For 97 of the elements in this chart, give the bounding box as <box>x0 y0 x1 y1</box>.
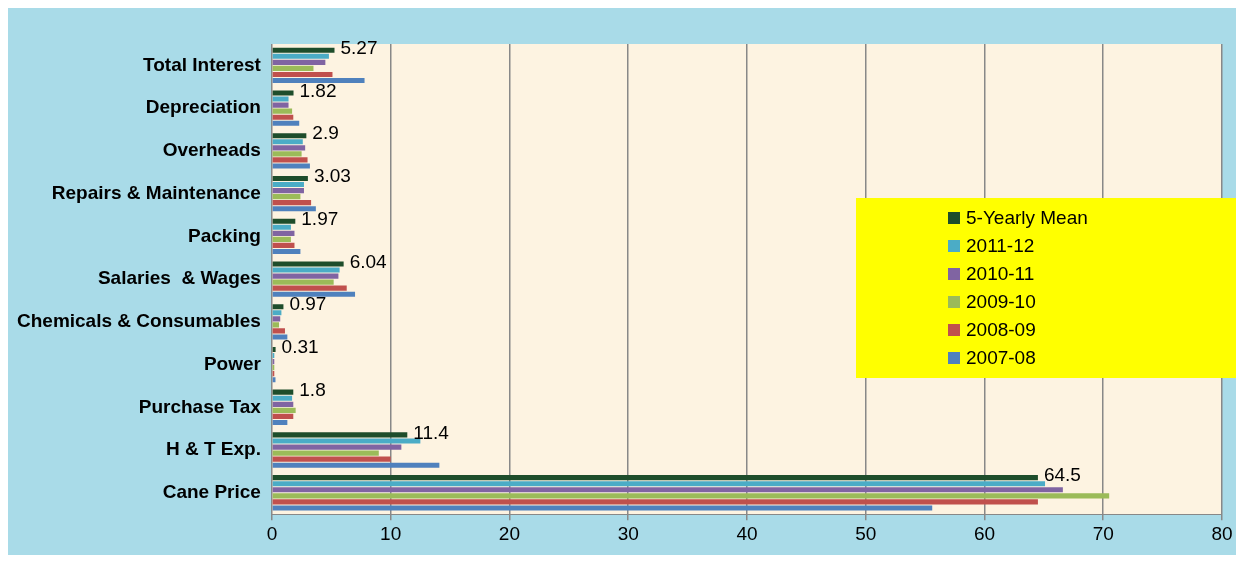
bar <box>272 395 293 401</box>
bar <box>272 505 933 511</box>
bar <box>272 47 335 53</box>
bar <box>272 334 288 340</box>
bar <box>272 487 1063 493</box>
bar <box>272 285 347 291</box>
bar <box>272 493 1110 499</box>
bar <box>272 139 303 145</box>
bar <box>272 279 334 285</box>
bar <box>272 475 1038 481</box>
bar <box>272 242 295 249</box>
bar <box>272 273 339 279</box>
data-label: 1.82 <box>299 79 337 101</box>
y-tick-label: Packing <box>188 224 261 246</box>
data-label: 1.8 <box>299 378 326 400</box>
data-label: 0.97 <box>289 293 327 315</box>
bar <box>272 157 308 163</box>
bar <box>272 462 440 468</box>
legend-label: 2007-08 <box>966 347 1036 369</box>
data-label: 1.97 <box>301 207 339 229</box>
legend-label: 2011-12 <box>966 235 1035 257</box>
y-tick-label: Overheads <box>162 139 261 161</box>
bar <box>272 407 296 413</box>
y-tick-label: Cane Price <box>162 481 261 503</box>
bar <box>272 267 340 273</box>
bar <box>272 444 402 450</box>
bar <box>272 120 300 126</box>
x-tick-label: 80 <box>1211 522 1233 544</box>
bar <box>272 389 294 395</box>
bar <box>272 90 294 96</box>
y-tick-label: Purchase Tax <box>138 395 262 417</box>
bar <box>272 108 293 114</box>
y-tick-label: H & T Exp. <box>165 438 261 460</box>
data-label: 0.31 <box>281 336 319 358</box>
bar <box>272 218 296 224</box>
bar <box>272 133 307 139</box>
x-tick-label: 30 <box>617 522 639 544</box>
y-tick-label: Power <box>203 352 262 374</box>
data-label: 64.5 <box>1043 464 1081 486</box>
data-label: 3.03 <box>313 165 351 187</box>
bar <box>272 96 289 102</box>
bar <box>272 77 365 84</box>
bar <box>272 102 289 108</box>
x-tick-label: 40 <box>736 522 758 544</box>
legend-label: 2009-10 <box>966 291 1036 313</box>
data-label: 5.27 <box>340 36 378 58</box>
bar <box>272 59 326 65</box>
bar <box>272 224 291 230</box>
x-tick-label: 60 <box>973 522 996 544</box>
bar <box>272 456 391 462</box>
x-tick-label: 20 <box>498 522 520 544</box>
bar <box>272 181 304 188</box>
bar <box>272 206 316 212</box>
bar <box>272 316 281 322</box>
bar <box>272 151 302 157</box>
bar <box>272 188 304 194</box>
bar <box>272 163 310 169</box>
x-tick-label: 50 <box>855 522 877 544</box>
bar <box>272 200 312 206</box>
data-label: 2.9 <box>312 122 339 144</box>
data-label: 11.4 <box>413 421 450 443</box>
bar <box>272 438 421 444</box>
bar <box>272 432 408 438</box>
bar <box>272 413 294 419</box>
y-tick-label: Repairs & Maintenance <box>51 181 261 203</box>
legend-label: 2008-09 <box>966 319 1036 341</box>
bar <box>272 328 285 334</box>
y-tick-label: Total Interest <box>143 53 262 75</box>
legend-label: 2010-11 <box>966 263 1035 285</box>
bar <box>272 194 301 200</box>
bar <box>272 236 291 242</box>
bar <box>272 53 329 59</box>
bar <box>272 304 284 310</box>
bar <box>272 230 295 236</box>
bar <box>272 145 306 151</box>
x-tick-label: 10 <box>380 522 402 544</box>
bar <box>272 450 379 456</box>
legend-label: 5-Yearly Mean <box>966 207 1088 229</box>
y-tick-label: Chemicals & Consumables <box>16 310 261 332</box>
bar <box>272 481 1046 487</box>
bar <box>272 346 276 353</box>
bar <box>272 114 294 120</box>
bar <box>272 499 1038 505</box>
bar <box>272 291 356 297</box>
x-tick-label: 0 <box>266 522 278 544</box>
bar <box>272 419 288 426</box>
data-label: 6.04 <box>349 250 388 272</box>
bar <box>272 65 314 71</box>
bar <box>272 175 308 182</box>
bar <box>272 71 333 78</box>
bar <box>272 261 344 267</box>
bar <box>272 248 301 255</box>
bar <box>272 401 294 407</box>
bar <box>272 322 280 328</box>
y-tick-label: Salaries & Wages <box>97 267 261 289</box>
y-tick-label: Depreciation <box>145 96 261 118</box>
x-tick-label: 70 <box>1092 522 1114 544</box>
